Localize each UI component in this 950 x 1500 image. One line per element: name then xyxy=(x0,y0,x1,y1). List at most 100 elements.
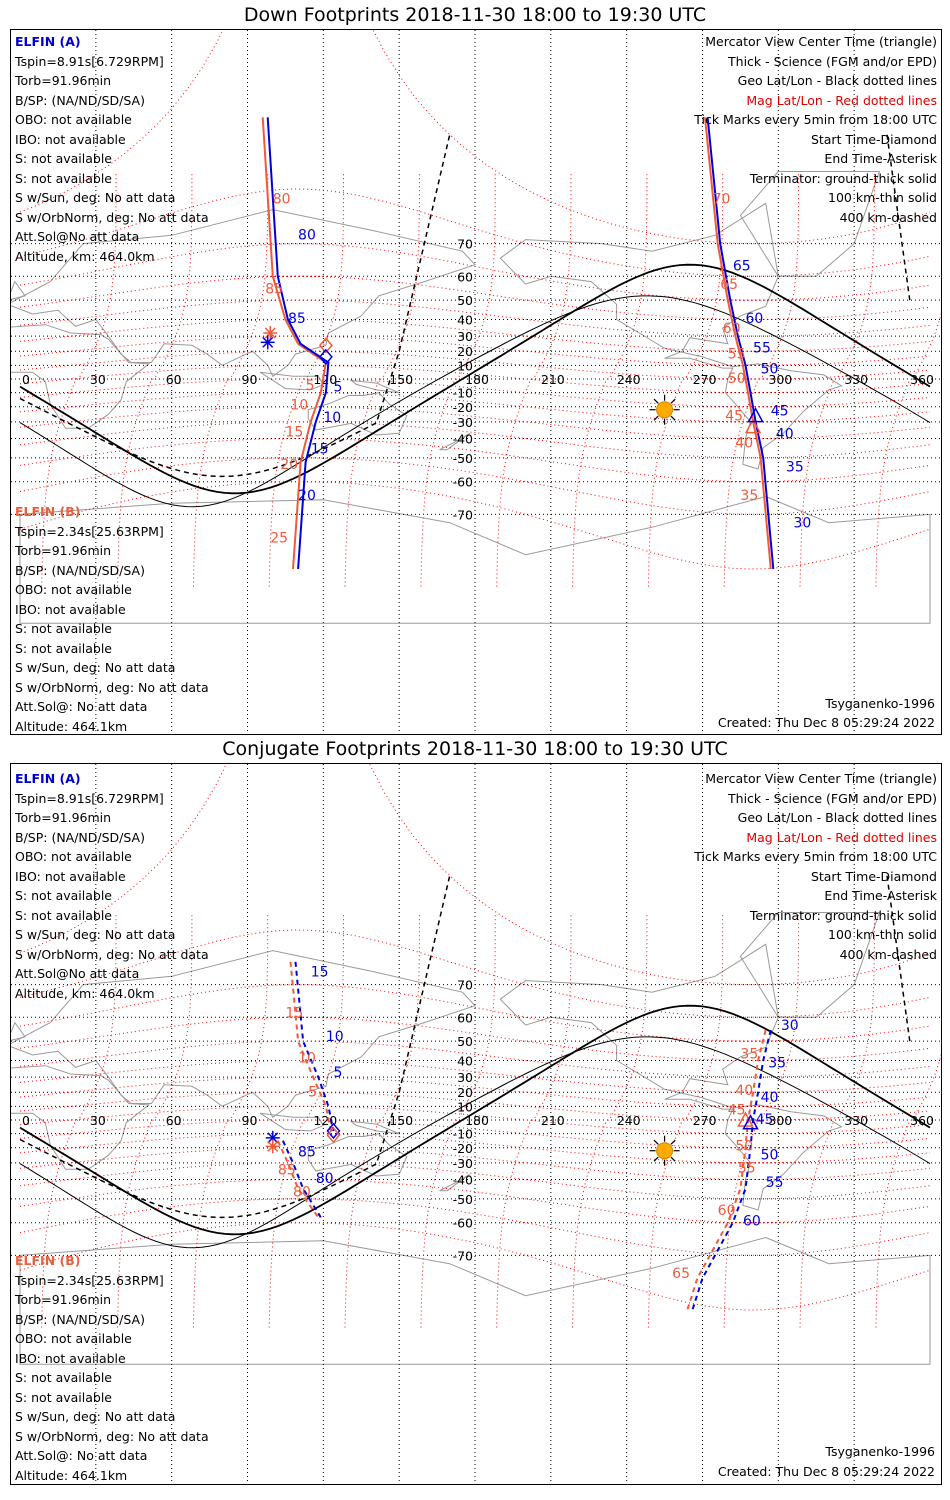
lon-label-210: 210 xyxy=(541,1113,565,1128)
center-triangle-a xyxy=(747,407,764,423)
tick-label-b: 10 xyxy=(290,398,308,414)
elfin-a-bsp: B/SP: (NA/ND/SD/SA) xyxy=(15,829,145,845)
terminator-400km-west xyxy=(19,134,451,478)
legend-400km: 400 km-dashed xyxy=(839,946,937,962)
mag-parallel-0 xyxy=(19,1105,931,1135)
mag-meridian-0 xyxy=(41,171,117,587)
elfin-b-info: ELFIN (B) Tspin=2.34s[25.63RPM] Torb=91.… xyxy=(15,502,209,734)
top-panel-title: Down Footprints 2018-11-30 18:00 to 19:3… xyxy=(243,4,707,26)
tick-label-a: 55 xyxy=(753,341,771,357)
mag-parallel-0 xyxy=(19,364,931,394)
lon-label-240: 240 xyxy=(617,1113,641,1128)
tick-label-b: 85 xyxy=(265,282,283,298)
elfin-b-obo: OBO: not available xyxy=(15,582,132,597)
sun-ray xyxy=(653,415,659,421)
elfin-a-s-orbnorm: S w/OrbNorm, deg: No att data xyxy=(15,946,209,962)
tick-label-a: 30 xyxy=(781,1018,799,1034)
map-legend: Mercator View Center Time (triangle) Thi… xyxy=(694,32,937,227)
sun-ray xyxy=(653,1139,659,1145)
elfin-a-ibo: IBO: not available xyxy=(15,868,126,884)
coastline-2 xyxy=(307,392,408,436)
track-b-west-north xyxy=(289,961,332,1132)
tick-label-b: 45 xyxy=(728,1103,746,1119)
mag-parallel-10 xyxy=(19,1091,931,1121)
lat-label--40: -40 xyxy=(453,432,473,447)
terminator-ground xyxy=(19,1004,931,1236)
elfin-a-header: ELFIN (A) xyxy=(15,34,81,49)
lat-label-20: 20 xyxy=(457,344,473,359)
elfin-b-obo: OBO: not available xyxy=(15,1331,132,1346)
lon-label-360: 360 xyxy=(910,1113,934,1128)
elfin-a-s1: S: not available xyxy=(15,888,112,903)
tick-label-a: 60 xyxy=(743,1213,761,1229)
start-diamond-b xyxy=(318,337,333,354)
mag-meridian-8 xyxy=(647,912,724,1328)
sun-ray xyxy=(670,415,676,421)
end-asterisk-b xyxy=(265,1139,280,1154)
tick-label-b: 70 xyxy=(713,191,731,207)
lon-label-60: 60 xyxy=(166,1113,182,1128)
elfin-b-s-sun: S w/Sun, deg: No att data xyxy=(15,1409,176,1424)
tick-label-b: 55 xyxy=(738,1161,756,1177)
mag-parallel-40 xyxy=(19,299,931,337)
tick-label-b: 40 xyxy=(735,1083,753,1099)
lat-label--60: -60 xyxy=(453,1216,473,1231)
elfin-a-ibo: IBO: not available xyxy=(15,131,126,147)
created-timestamp: Created: Thu Dec 8 05:29:24 2022 xyxy=(717,715,935,730)
elfin-a-s-sun: S w/Sun, deg: No att data xyxy=(15,927,176,942)
elfin-a-header: ELFIN (A) xyxy=(15,771,81,786)
tick-label-b: 65 xyxy=(672,1266,690,1282)
conjugate-footprints-map: 0 30 60 90 120 150 180 210 240 270 300 330 360 70 60 50… xyxy=(10,763,942,1485)
tick-label-a: 85 xyxy=(298,1145,316,1161)
elfin-b-bsp: B/SP: (NA/ND/SD/SA) xyxy=(15,562,145,578)
coastline-8 xyxy=(11,1021,26,1041)
mag-meridian-2 xyxy=(192,171,269,587)
lat-label--30: -30 xyxy=(453,415,473,430)
track-a-west-south xyxy=(281,1140,322,1218)
track-b-east xyxy=(704,117,772,570)
tick-label-b: 80 xyxy=(293,1185,311,1201)
lon-label-90: 90 xyxy=(242,1113,258,1128)
lon-label-300: 300 xyxy=(768,1113,792,1128)
mag-meridian-8 xyxy=(647,171,724,587)
tick-label-b: 60 xyxy=(718,1203,736,1219)
tick-label-a: 80 xyxy=(316,1171,334,1187)
mag-parallel-80 xyxy=(19,30,931,245)
mag-meridian-0 xyxy=(41,912,117,1328)
mag-meridian-10 xyxy=(799,912,875,1328)
legend-100km: 100 km-thin solid xyxy=(828,927,937,942)
elfin-b-info: ELFIN (B) Tspin=2.34s[25.63RPM] Torb=91.… xyxy=(15,1251,209,1484)
sun-disc xyxy=(656,401,674,419)
tick-label-a: 50 xyxy=(761,362,779,378)
lon-label-240: 240 xyxy=(617,372,641,387)
tick-label-b: 50 xyxy=(728,371,746,387)
start-diamond-b xyxy=(326,1126,341,1144)
mag-parallel-30 xyxy=(19,319,931,352)
track-b-west-south xyxy=(276,1140,320,1218)
elfin-b-altitude: Altitude: 464.1km xyxy=(15,718,128,734)
tick-label-a: 30 xyxy=(794,515,812,531)
tick-label-b: 40 xyxy=(735,436,753,452)
asterisk-stroke xyxy=(264,327,276,339)
elfin-a-altitude: Altitude, km: 464.0km xyxy=(15,248,155,264)
lon-label-90: 90 xyxy=(242,372,258,387)
asterisk-stroke xyxy=(262,336,274,348)
asterisk-stroke xyxy=(267,1132,279,1144)
mag-parallel--10 xyxy=(19,378,931,408)
elfin-b-att-sol: Att.Sol@: No att data xyxy=(15,1448,148,1463)
tick-label-a: 35 xyxy=(786,459,804,475)
tick-label-b: 55 xyxy=(728,346,746,362)
tick-label-a: 50 xyxy=(761,1148,779,1164)
lat-label--20: -20 xyxy=(453,400,473,415)
lon-label-210: 210 xyxy=(541,372,565,387)
down-footprints-map: 0 30 60 90 120 150 180 210 240 270 300 330 360 70 60 50… xyxy=(10,29,942,735)
elfin-b-s2: S: not available xyxy=(15,1389,112,1405)
coastline-5 xyxy=(259,371,325,391)
elfin-a-s-orbnorm: S w/OrbNorm, deg: No att data xyxy=(15,209,209,225)
terminator-400km-east xyxy=(886,875,911,1042)
lat-label-40: 40 xyxy=(457,312,473,327)
lat-label--70: -70 xyxy=(453,1248,473,1263)
legend-thick: Thick - Science (FGM and/or EPD) xyxy=(728,53,937,69)
elfin-b-s-orbnorm: S w/OrbNorm, deg: No att data xyxy=(15,1428,209,1444)
coastline-1 xyxy=(11,1065,151,1170)
